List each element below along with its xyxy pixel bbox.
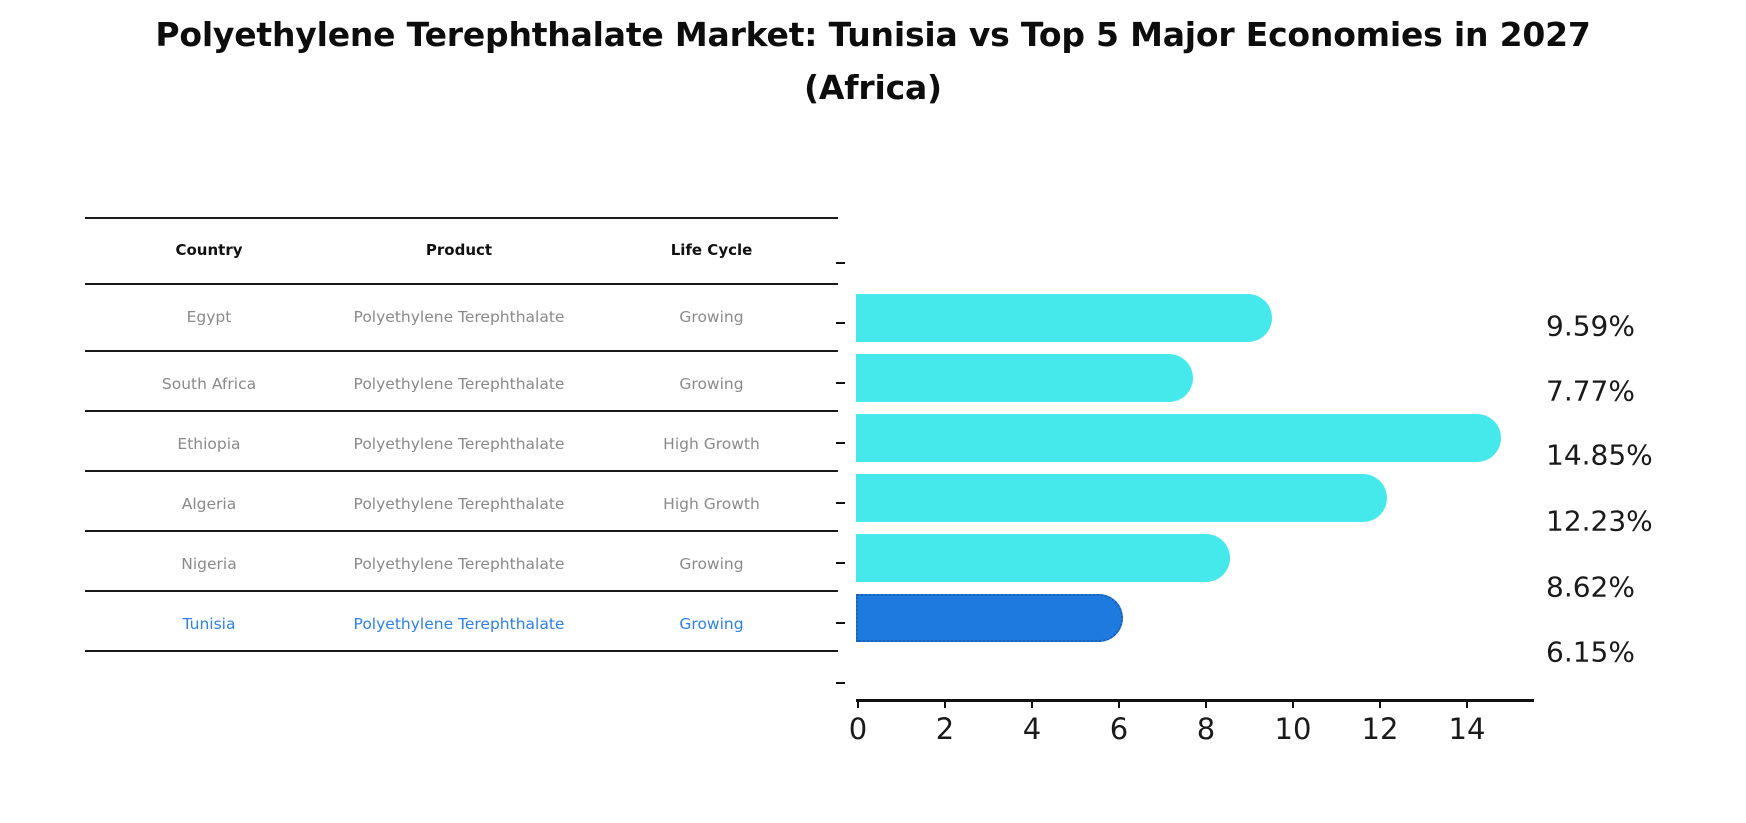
y-axis-tick bbox=[836, 682, 845, 684]
y-axis-tick bbox=[836, 562, 845, 564]
cell-country: Ethiopia bbox=[177, 434, 241, 453]
bar-south-africa[interactable] bbox=[856, 354, 1193, 402]
table-rule bbox=[85, 350, 838, 352]
cell-life-cycle: High Growth bbox=[663, 434, 760, 453]
table-row[interactable]: Egypt Polyethylene Terephthalate Growing bbox=[85, 283, 838, 350]
table-row-highlighted[interactable]: Tunisia Polyethylene Terephthalate Growi… bbox=[85, 590, 838, 657]
bar-value-label: 14.85% bbox=[1546, 438, 1653, 472]
table-rule bbox=[85, 590, 838, 592]
x-axis-tick bbox=[1379, 699, 1381, 708]
x-axis-tick bbox=[1118, 699, 1120, 708]
table-header-row: Country Product Life Cycle bbox=[85, 217, 838, 283]
bar-value-label: 12.23% bbox=[1546, 504, 1653, 538]
y-axis-tick bbox=[836, 502, 845, 504]
bar-value-label: 9.59% bbox=[1546, 309, 1635, 343]
cell-product: Polyethylene Terephthalate bbox=[353, 374, 565, 393]
x-axis-tick-label: 14 bbox=[1448, 712, 1486, 746]
cell-product: Polyethylene Terephthalate bbox=[353, 554, 565, 573]
table-row[interactable]: Nigeria Polyethylene Terephthalate Growi… bbox=[85, 530, 838, 597]
y-axis-tick bbox=[836, 322, 845, 324]
x-axis-tick-label: 0 bbox=[848, 712, 868, 746]
cell-country: Algeria bbox=[181, 494, 237, 513]
x-axis-tick bbox=[1031, 699, 1033, 708]
cell-country: Nigeria bbox=[181, 554, 237, 573]
table-row[interactable]: South Africa Polyethylene Terephthalate … bbox=[85, 350, 838, 417]
column-header-life-cycle: Life Cycle bbox=[670, 241, 753, 259]
x-axis-tick-label: 4 bbox=[1022, 712, 1042, 746]
page-title: Polyethylene Terephthalate Market: Tunis… bbox=[155, 15, 1591, 108]
bar-value-label: 8.62% bbox=[1546, 570, 1635, 604]
y-axis-tick bbox=[836, 382, 845, 384]
cell-life-cycle: Growing bbox=[679, 374, 744, 393]
y-axis-tick bbox=[836, 442, 845, 444]
cell-country: South Africa bbox=[161, 374, 257, 393]
cell-country: Tunisia bbox=[182, 614, 236, 633]
bar-algeria[interactable] bbox=[856, 474, 1387, 522]
y-axis-tick bbox=[836, 622, 845, 624]
table-rule-bottom bbox=[85, 650, 838, 652]
x-axis-tick bbox=[857, 699, 859, 708]
bar-egypt[interactable] bbox=[856, 294, 1272, 342]
x-axis-line bbox=[856, 699, 1534, 702]
bar-nigeria[interactable] bbox=[856, 534, 1230, 582]
table-rule bbox=[85, 470, 838, 472]
x-axis-tick bbox=[1466, 699, 1468, 708]
table-rule bbox=[85, 410, 838, 412]
info-table: Country Product Life Cycle Egypt Polyeth… bbox=[85, 217, 838, 689]
bar-value-label: 7.77% bbox=[1546, 374, 1635, 408]
table-rule-header bbox=[85, 283, 838, 285]
x-axis-tick-label: 2 bbox=[935, 712, 955, 746]
column-header-product: Product bbox=[425, 241, 493, 259]
x-axis-tick-label: 10 bbox=[1274, 712, 1312, 746]
bars-panel bbox=[856, 258, 1546, 688]
bar-value-label: 6.15% bbox=[1546, 635, 1635, 669]
cell-life-cycle: Growing bbox=[679, 554, 744, 573]
table-row[interactable]: Algeria Polyethylene Terephthalate High … bbox=[85, 470, 838, 537]
bar-tunisia[interactable] bbox=[856, 594, 1123, 642]
x-axis-tick bbox=[1292, 699, 1294, 708]
y-axis-tick bbox=[836, 262, 845, 264]
table-rule bbox=[85, 530, 838, 532]
table-row[interactable]: Ethiopia Polyethylene Terephthalate High… bbox=[85, 410, 838, 477]
bar-ethiopia[interactable] bbox=[856, 414, 1501, 462]
x-axis-tick bbox=[1205, 699, 1207, 708]
cell-life-cycle: Growing bbox=[679, 614, 744, 633]
x-axis-tick-label: 8 bbox=[1196, 712, 1216, 746]
cell-product: Polyethylene Terephthalate bbox=[353, 614, 565, 633]
cell-life-cycle: Growing bbox=[679, 307, 744, 326]
cell-product: Polyethylene Terephthalate bbox=[353, 434, 565, 453]
cell-product: Polyethylene Terephthalate bbox=[353, 494, 565, 513]
cell-life-cycle: High Growth bbox=[663, 494, 760, 513]
cell-country: Egypt bbox=[186, 307, 232, 326]
x-axis-tick-label: 6 bbox=[1109, 712, 1129, 746]
table-rule-top bbox=[85, 217, 838, 219]
column-header-country: Country bbox=[175, 241, 243, 259]
cell-product: Polyethylene Terephthalate bbox=[353, 307, 565, 326]
x-axis-tick bbox=[944, 699, 946, 708]
x-axis-tick-label: 12 bbox=[1361, 712, 1399, 746]
